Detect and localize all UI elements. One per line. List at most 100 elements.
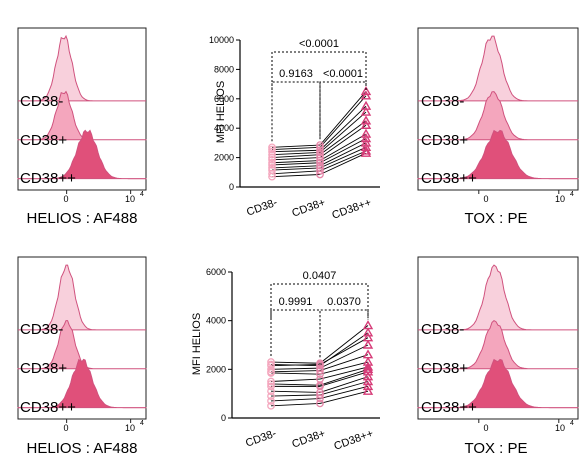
- paired-line: [319, 111, 367, 153]
- data-point: [267, 397, 275, 405]
- y-tick-label: 0: [221, 413, 226, 423]
- paired-line: [319, 337, 369, 365]
- population-label: CD38++: [20, 399, 76, 416]
- tick-label: 0: [483, 194, 488, 204]
- paired-line: [319, 105, 367, 151]
- comparison-bracket: [319, 309, 369, 358]
- data-point: [268, 155, 276, 164]
- data-point: [267, 392, 275, 400]
- histogram-trace-cd38minus: [18, 264, 146, 331]
- paired-line: [319, 150, 367, 172]
- tick-label: 10: [555, 194, 565, 204]
- paired-line: [271, 157, 321, 161]
- histogram-trace-cd38plusplus: [17, 129, 147, 180]
- x-category-label: CD38-: [245, 196, 279, 218]
- data-point: [268, 145, 276, 154]
- data-point: [362, 371, 374, 381]
- y-tick-label: 6000: [206, 267, 226, 277]
- paired-line: [319, 120, 367, 156]
- x-axis-label: TOX : PE: [464, 440, 527, 457]
- y-axis-label: MFI HELIOS: [191, 313, 203, 375]
- data-point: [316, 141, 324, 149]
- data-point: [316, 370, 324, 379]
- paired-line: [270, 398, 321, 402]
- x-axis-label: HELIOS : AF488: [27, 210, 138, 227]
- comparison-bracket: [270, 283, 369, 318]
- population-label: CD38-: [20, 321, 63, 338]
- x-category-label: CD38++: [330, 197, 373, 222]
- data-point: [360, 133, 372, 143]
- data-point: [316, 158, 324, 167]
- tick-exponent: 4: [570, 191, 574, 198]
- y-axis-label: MFI HELIOS: [215, 81, 227, 143]
- paired-line: [319, 368, 369, 386]
- paired-line: [270, 394, 321, 397]
- paired-line: [319, 133, 367, 161]
- histogram-trace-cd38plusplus: [17, 358, 147, 409]
- histogram-trace-cd38minus: [418, 264, 578, 331]
- paired-line: [319, 95, 367, 148]
- histogram-panel-tox-bottom: CD38- CD38+ CD38++ 0 10 4 TOX : PE: [417, 256, 579, 457]
- x-axis-label: TOX : PE: [464, 210, 527, 227]
- population-label: CD38++: [421, 399, 477, 416]
- data-point: [267, 380, 275, 388]
- hist-traces: [17, 264, 147, 423]
- tick-exponent: 4: [570, 420, 574, 427]
- paired-line: [270, 390, 321, 393]
- paired-line: [270, 361, 321, 364]
- paired-line: [271, 149, 321, 153]
- data-point: [316, 399, 324, 408]
- data-point: [362, 385, 374, 395]
- population-label: CD38+: [20, 132, 67, 149]
- data-point: [362, 327, 374, 337]
- population-label: CD38+: [421, 132, 468, 149]
- paired-line: [271, 167, 321, 171]
- population-label: CD38++: [20, 170, 76, 187]
- data-point: [360, 86, 372, 96]
- p-value-label: 0.0407: [303, 270, 337, 282]
- data-point: [360, 128, 372, 138]
- data-point: [362, 380, 374, 391]
- data-point: [268, 169, 276, 178]
- paired-line: [270, 367, 321, 370]
- data-point: [316, 394, 324, 403]
- paired-line: [319, 354, 369, 371]
- data-point: [316, 156, 324, 165]
- data-point: [268, 172, 276, 181]
- data-point: [360, 106, 372, 116]
- histogram-frame: [417, 27, 579, 191]
- y-tick-label: 8000: [214, 64, 234, 74]
- data-point: [316, 148, 324, 157]
- paired-line: [270, 372, 321, 375]
- data-point: [360, 90, 372, 100]
- histogram-frame: [417, 256, 579, 420]
- tick-label: 0: [63, 423, 68, 433]
- histogram-panel-tox-top: CD38- CD38+ CD38++ 0 10 4 TOX : PE: [417, 27, 579, 227]
- population-label: CD38++: [421, 170, 477, 187]
- data-point: [316, 391, 324, 399]
- population-label: CD38-: [20, 93, 63, 110]
- paired-line: [271, 144, 321, 148]
- paired-line: [319, 344, 369, 369]
- histogram-panel-helios-top: CD38- CD38+ CD38++ 0 10 4 HELIOS : AF488: [17, 27, 147, 227]
- paired-line: [319, 366, 369, 380]
- paired-line: [319, 361, 369, 375]
- paired-line: [319, 138, 367, 164]
- comparison-bracket: [270, 309, 321, 358]
- data-point: [268, 161, 276, 169]
- tick-exponent: 4: [140, 191, 144, 198]
- data-point: [268, 150, 276, 159]
- scatter-content: 0 2000 4000 6000 CD38- CD38+ CD38++ 0.9991 0.037…: [206, 267, 380, 453]
- y-tick-label: 6000: [214, 94, 234, 104]
- p-value-label: 0.9163: [279, 68, 313, 80]
- paired-line: [271, 162, 321, 166]
- paired-line: [319, 390, 369, 404]
- data-point: [316, 153, 324, 162]
- data-point: [362, 366, 374, 376]
- histogram-panel-helios-bottom: CD38- CD38+ CD38++ 0 10 4 HELIOS : AF488: [17, 256, 147, 457]
- paired-line: [271, 170, 321, 175]
- histogram-trace-cd38plus: [417, 319, 579, 370]
- data-point: [268, 153, 276, 162]
- data-point: [267, 387, 275, 396]
- data-point: [360, 147, 372, 157]
